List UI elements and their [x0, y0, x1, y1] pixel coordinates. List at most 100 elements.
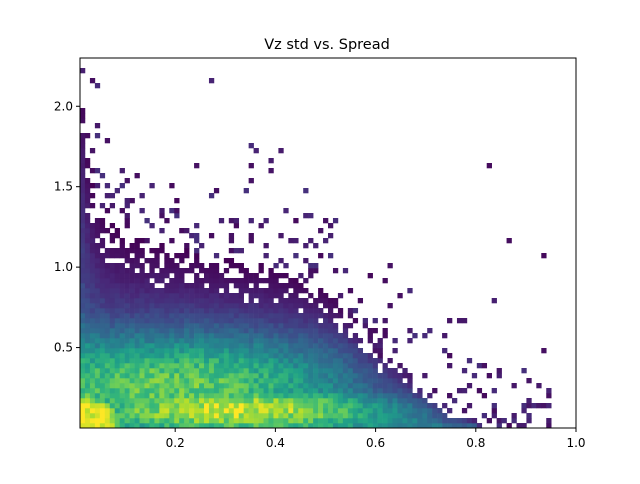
heatmap-cell: [456, 423, 463, 429]
heatmap-cell: [119, 423, 125, 429]
heatmap-cell: [347, 418, 354, 424]
heatmap-cell: [248, 308, 254, 314]
heatmap-cell: [179, 258, 185, 264]
heatmap-cell: [412, 393, 418, 399]
heatmap-cell: [149, 403, 155, 409]
heatmap-cell: [179, 358, 185, 364]
heatmap-cell: [114, 333, 120, 339]
heatmap-cell: [109, 373, 116, 379]
heatmap-cell: [218, 273, 225, 279]
heatmap-cell: [144, 343, 150, 349]
heatmap-cell: [318, 328, 324, 334]
heatmap-cell: [149, 328, 155, 334]
heatmap-cell: [263, 413, 269, 419]
heatmap-cell: [169, 278, 175, 284]
heatmap-cell: [199, 318, 205, 324]
heatmap-cell: [496, 418, 502, 424]
heatmap-cell: [228, 303, 235, 309]
heatmap-cell: [154, 343, 160, 349]
heatmap-cell: [337, 393, 344, 399]
heatmap-cell: [278, 293, 284, 299]
heatmap-cell: [308, 338, 314, 344]
heatmap-cell: [184, 333, 190, 339]
heatmap-cell: [268, 288, 274, 294]
heatmap-cell: [293, 313, 299, 319]
heatmap-cell: [89, 203, 96, 209]
heatmap-cell: [367, 373, 373, 379]
heatmap-cell: [243, 308, 249, 314]
heatmap-cell: [352, 343, 359, 349]
heatmap-cell: [134, 423, 140, 429]
heatmap-cell: [189, 418, 195, 424]
heatmap-cell: [407, 423, 413, 429]
heatmap-cell: [223, 403, 230, 409]
heatmap-cell: [174, 348, 180, 354]
heatmap-cell: [303, 393, 309, 399]
heatmap-cell: [233, 348, 240, 354]
heatmap-cell: [526, 413, 532, 419]
heatmap-cell: [89, 333, 96, 339]
heatmap-cell: [387, 408, 393, 414]
heatmap-cell: [134, 243, 140, 249]
heatmap-cell: [407, 328, 413, 334]
heatmap-cell: [323, 318, 329, 324]
heatmap-cell: [541, 253, 547, 259]
heatmap-cell: [184, 243, 190, 249]
heatmap-cell: [84, 218, 91, 224]
heatmap-cell: [313, 313, 319, 319]
heatmap-cell: [318, 348, 324, 354]
x-tick-label: 1.0: [566, 436, 585, 450]
heatmap-cell: [139, 338, 145, 344]
heatmap-cell: [342, 333, 349, 339]
heatmap-cell: [199, 343, 205, 349]
heatmap-cell: [243, 403, 249, 409]
heatmap-cell: [80, 398, 86, 404]
heatmap-cell: [342, 363, 349, 369]
heatmap-cell: [328, 388, 334, 394]
heatmap-cell: [362, 403, 368, 409]
heatmap-cell: [283, 208, 289, 214]
heatmap-cell: [99, 203, 106, 209]
heatmap-cell: [174, 198, 180, 204]
heatmap-cell: [159, 278, 165, 284]
heatmap-cell: [149, 378, 155, 384]
heatmap-cell: [323, 363, 329, 369]
heatmap-cell: [303, 243, 309, 249]
heatmap-cell: [199, 373, 205, 379]
heatmap-cell: [456, 418, 463, 424]
heatmap-cell: [328, 403, 334, 409]
heatmap-cell: [104, 283, 111, 289]
heatmap-cell: [94, 183, 101, 189]
heatmap-cell: [179, 313, 185, 319]
heatmap-cell: [189, 303, 195, 309]
heatmap-cell: [184, 423, 190, 429]
heatmap-cell: [199, 358, 205, 364]
heatmap-cell: [223, 288, 230, 294]
heatmap-cell: [278, 343, 284, 349]
heatmap-cell: [248, 278, 254, 284]
heatmap-cell: [208, 233, 215, 239]
heatmap-cell: [169, 313, 175, 319]
heatmap-cell: [80, 148, 86, 154]
heatmap-cell: [303, 403, 309, 409]
heatmap-cell: [283, 298, 289, 304]
heatmap-cell: [233, 393, 240, 399]
heatmap-cell: [80, 403, 86, 409]
heatmap-cell: [164, 258, 170, 264]
heatmap-cell: [159, 318, 165, 324]
heatmap-cell: [169, 383, 175, 389]
heatmap-cell: [179, 378, 185, 384]
heatmap-cell: [541, 348, 547, 354]
heatmap-cell: [263, 398, 269, 404]
heatmap-cell: [461, 423, 468, 429]
heatmap-cell: [248, 353, 254, 359]
heatmap-cell: [84, 408, 91, 414]
heatmap-cell: [233, 293, 240, 299]
heatmap-cell: [154, 418, 160, 424]
heatmap-cell: [263, 288, 269, 294]
heatmap-cell: [94, 288, 101, 294]
heatmap-cell: [263, 358, 269, 364]
heatmap-cell: [407, 378, 413, 384]
heatmap-cell: [184, 283, 190, 289]
